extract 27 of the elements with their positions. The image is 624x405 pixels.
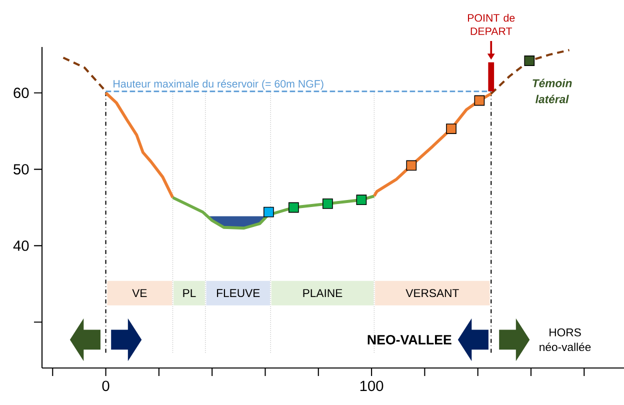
band-label: VERSANT bbox=[406, 289, 459, 298]
point bbox=[322, 198, 333, 209]
point bbox=[406, 160, 417, 171]
text: POINT de DEPART bbox=[468, 14, 515, 35]
point bbox=[263, 206, 274, 218]
point bbox=[356, 194, 367, 206]
point bbox=[446, 124, 456, 134]
annotation: Témoin latéral bbox=[532, 78, 572, 104]
line-series bbox=[372, 92, 493, 198]
line-series bbox=[171, 194, 376, 230]
x-tick-label: 100 bbox=[360, 380, 384, 392]
point bbox=[288, 202, 299, 213]
band-label: VE bbox=[132, 289, 147, 297]
x-tick-label: 0 bbox=[102, 380, 110, 392]
band-label: PLAINE bbox=[303, 289, 342, 297]
y-tick-label: 40 bbox=[13, 240, 29, 251]
annotation: Hauteur maximale du réservoir (= 60m NGF) bbox=[114, 80, 324, 90]
point bbox=[474, 95, 485, 106]
band-label: PL bbox=[183, 289, 196, 297]
line-series bbox=[490, 48, 570, 95]
y-tick-label: 50 bbox=[14, 164, 29, 174]
point bbox=[524, 56, 535, 66]
band-label: FLEUVE bbox=[217, 289, 260, 298]
line-series bbox=[104, 91, 174, 200]
annotation: HORS néo-vallée bbox=[540, 328, 591, 352]
y-tick-label: 60 bbox=[14, 88, 29, 98]
annotation: NEO-VALLEE bbox=[368, 335, 452, 344]
